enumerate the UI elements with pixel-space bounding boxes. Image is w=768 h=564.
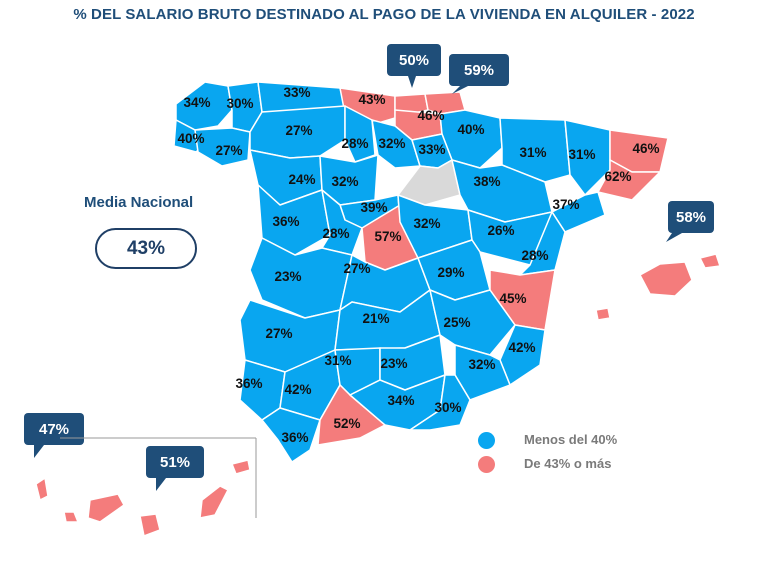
province-barcelona	[597, 159, 661, 201]
province-value-label: 21%	[362, 311, 389, 326]
callout-value-label: 47%	[39, 421, 69, 438]
province-value-label: 23%	[274, 269, 301, 284]
province-las-palmas	[139, 459, 251, 537]
province-value-label: 27%	[285, 123, 312, 138]
province-value-label: 32%	[378, 136, 405, 151]
province-value-label: 57%	[374, 229, 401, 244]
province-value-label: 31%	[568, 147, 595, 162]
callout-pointer	[408, 76, 416, 88]
legend-label-below: Menos del 40%	[524, 432, 618, 447]
province-value-label: 42%	[508, 340, 535, 355]
province-value-label: 28%	[521, 248, 548, 263]
legend-item-above: De 43% o más	[478, 454, 678, 474]
province-value-label: 32%	[331, 174, 358, 189]
province-value-label: 27%	[215, 143, 242, 158]
province-albacete	[429, 289, 516, 356]
province-value-label: 27%	[343, 261, 370, 276]
callout-las-palmas: 51%	[146, 446, 204, 491]
province-value-label: 52%	[333, 416, 360, 431]
province-value-label: 34%	[387, 393, 414, 408]
province-value-label: 40%	[177, 131, 204, 146]
province--vila	[321, 189, 363, 256]
province-value-label: 36%	[272, 214, 299, 229]
media-nacional-value: 43%	[95, 228, 197, 269]
province-value-label: 33%	[418, 142, 445, 157]
callout-santa-cruz-de-tenerife: 47%	[24, 413, 84, 458]
province-value-label: 30%	[434, 400, 461, 415]
province-value-label: 36%	[281, 430, 308, 445]
province-value-label: 33%	[283, 85, 310, 100]
callouts-layer: 50% 59% 58% 47% 51%	[24, 44, 714, 491]
province-value-label: 23%	[380, 356, 407, 371]
province-value-label: 36%	[235, 376, 262, 391]
province-value-label: 38%	[473, 174, 500, 189]
legend-swatch-above	[478, 456, 495, 473]
province-value-label: 31%	[324, 353, 351, 368]
callout-value-label: 50%	[399, 52, 429, 69]
callout-value-label: 59%	[464, 62, 494, 79]
province-illes-balears	[595, 253, 721, 321]
callout-gipuzkoa: 59%	[449, 54, 509, 94]
province-value-label: 28%	[322, 226, 349, 241]
province-value-label: 62%	[604, 169, 631, 184]
province-value-label: 34%	[183, 95, 210, 110]
province-tarragona	[551, 191, 606, 233]
province-lleida	[564, 119, 611, 196]
callout-pointer	[666, 233, 682, 242]
callout-box	[387, 44, 441, 76]
callout-box	[668, 201, 714, 233]
province-value-label: 28%	[341, 136, 368, 151]
province-value-label: 32%	[413, 216, 440, 231]
province-value-label: 32%	[468, 357, 495, 372]
province-value-label: 29%	[437, 265, 464, 280]
callout-box	[24, 413, 84, 445]
callout-box	[449, 54, 509, 86]
callout-illes-balears: 58%	[666, 201, 714, 242]
callout-pointer	[156, 478, 166, 491]
province-value-label: 39%	[360, 200, 387, 215]
province-almer-a	[409, 374, 471, 431]
province-value-label: 42%	[284, 382, 311, 397]
province-alicante	[499, 324, 546, 386]
legend-item-below: Menos del 40%	[478, 430, 678, 450]
callout-value-label: 58%	[676, 209, 706, 226]
province-value-label: 25%	[443, 315, 470, 330]
province-value-label: 43%	[358, 92, 385, 107]
province-value-label: 46%	[632, 141, 659, 156]
province-santa-cruz-de-tenerife	[35, 477, 125, 523]
provinces-layer	[35, 81, 721, 537]
labels-layer: 34% 30% 40% 27% 33% 43% 46% 40% 27% 28% 32% 33% 31% 3…	[177, 85, 659, 445]
callout-bizkaia: 50%	[387, 44, 441, 88]
province-value-label: 30%	[226, 96, 253, 111]
callout-pointer	[34, 445, 44, 458]
callout-box	[146, 446, 204, 478]
legend-label-above: De 43% o más	[524, 456, 612, 471]
legend-swatch-below	[478, 432, 495, 449]
province-value-label: 45%	[499, 291, 526, 306]
province-value-label: 27%	[265, 326, 292, 341]
media-nacional-label: Media Nacional	[84, 194, 194, 211]
callout-pointer	[452, 86, 468, 94]
province-c-diz	[261, 407, 321, 463]
callout-value-label: 51%	[160, 454, 190, 471]
province-value-label: 46%	[417, 108, 444, 123]
province-value-label: 26%	[487, 223, 514, 238]
province-value-label: 31%	[519, 145, 546, 160]
province-value-label: 40%	[457, 122, 484, 137]
province-value-label: 24%	[288, 172, 315, 187]
map-title: % DEL SALARIO BRUTO DESTINADO AL PAGO DE…	[73, 6, 695, 23]
province-ourense	[194, 127, 251, 167]
province-value-label: 37%	[552, 197, 579, 212]
